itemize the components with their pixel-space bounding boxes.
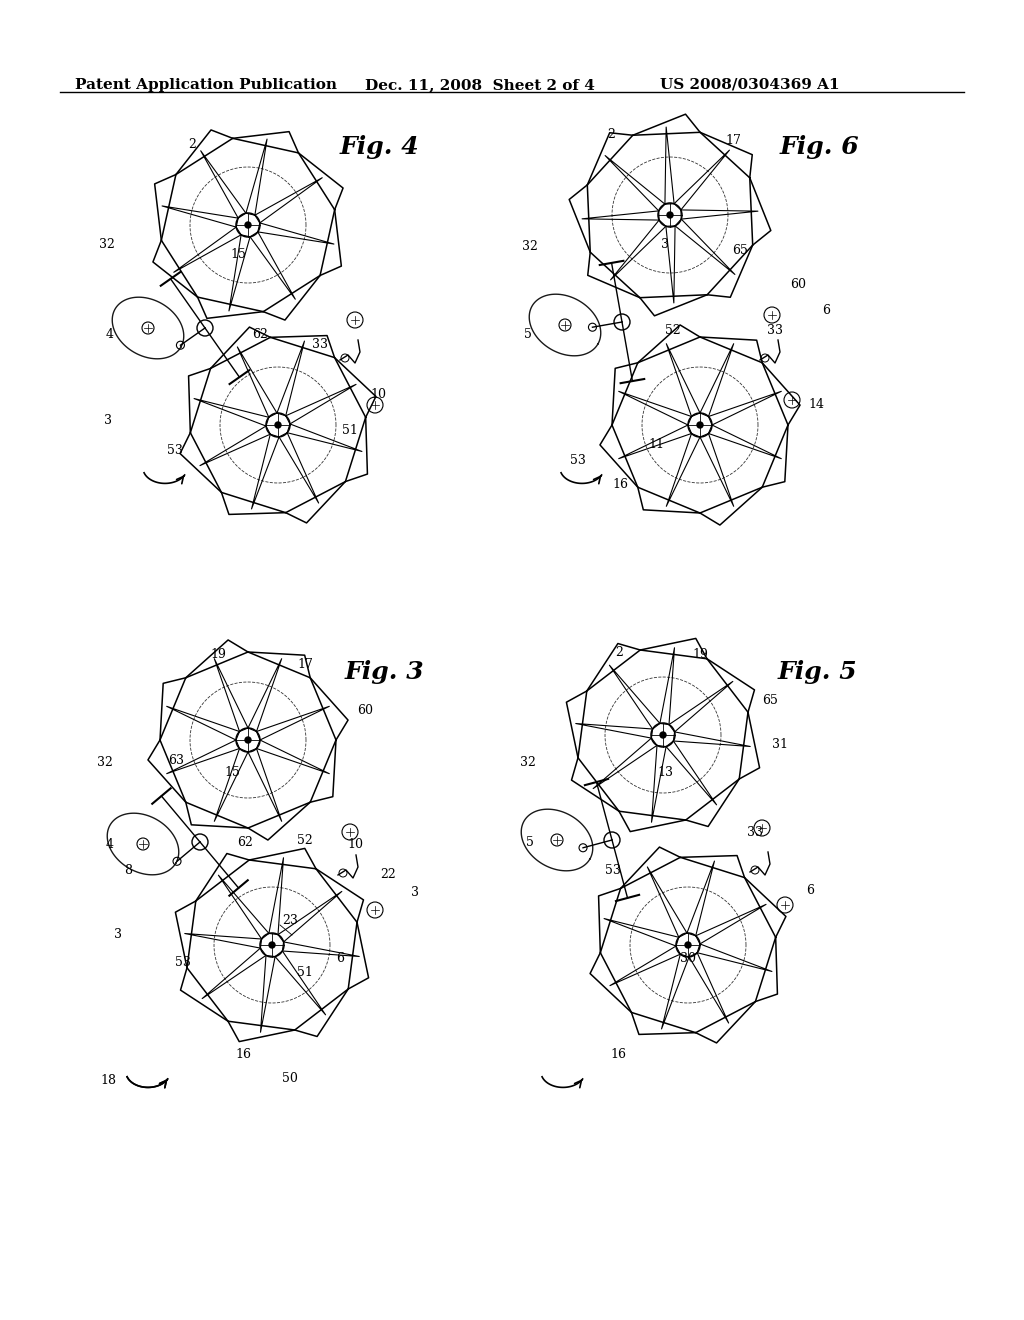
Text: 31: 31 [772,738,788,751]
Text: 52: 52 [297,833,313,846]
Text: 16: 16 [234,1048,251,1061]
Text: 17: 17 [297,659,313,672]
Text: 6: 6 [806,883,814,896]
Text: 33: 33 [312,338,328,351]
Text: 16: 16 [610,1048,626,1061]
Text: 2: 2 [607,128,615,141]
Text: Fig. 3: Fig. 3 [345,660,425,684]
Text: 2: 2 [188,139,196,152]
Text: 52: 52 [666,323,681,337]
Text: 23: 23 [282,913,298,927]
Text: 8: 8 [124,863,132,876]
Text: 60: 60 [790,279,806,292]
Text: 32: 32 [99,239,115,252]
Text: Fig. 6: Fig. 6 [780,135,859,158]
Text: 33: 33 [767,323,783,337]
Text: 60: 60 [357,704,373,717]
Text: 15: 15 [224,766,240,779]
Text: 13: 13 [657,766,673,779]
Circle shape [660,733,666,738]
Text: 33: 33 [746,825,763,838]
Circle shape [245,737,251,743]
Circle shape [245,222,251,228]
Text: 32: 32 [520,755,536,768]
Text: 53: 53 [175,956,190,969]
Text: 22: 22 [380,869,396,882]
Text: 5: 5 [524,329,531,342]
Text: 6: 6 [336,952,344,965]
Text: 65: 65 [732,243,748,256]
Text: 16: 16 [612,479,628,491]
Text: 19: 19 [210,648,226,661]
Text: 3: 3 [662,239,669,252]
Text: 63: 63 [168,754,184,767]
Text: 14: 14 [808,399,824,412]
Text: 17: 17 [725,133,741,147]
Text: 62: 62 [252,329,268,342]
Text: 3: 3 [104,413,112,426]
Text: 3: 3 [114,928,122,941]
Text: 11: 11 [648,438,664,451]
Text: 4: 4 [106,329,114,342]
Text: 62: 62 [238,836,253,849]
Circle shape [667,213,673,218]
Text: 10: 10 [347,838,362,851]
Text: 32: 32 [522,240,538,253]
Text: 4: 4 [106,838,114,851]
Text: 2: 2 [615,645,623,659]
Text: 6: 6 [822,304,830,317]
Text: 30: 30 [680,952,696,965]
Text: 53: 53 [605,863,621,876]
Text: Patent Application Publication: Patent Application Publication [75,78,337,92]
Circle shape [275,422,281,428]
Text: 10: 10 [370,388,386,401]
Circle shape [697,422,703,428]
Text: 50: 50 [282,1072,298,1085]
Text: 53: 53 [167,444,183,457]
Text: Dec. 11, 2008  Sheet 2 of 4: Dec. 11, 2008 Sheet 2 of 4 [365,78,595,92]
Text: 19: 19 [692,648,708,661]
Text: 18: 18 [100,1073,116,1086]
Text: 51: 51 [297,965,313,978]
Text: 65: 65 [762,693,778,706]
Circle shape [269,942,275,948]
Text: 3: 3 [411,886,419,899]
Text: 53: 53 [570,454,586,466]
Text: Fig. 4: Fig. 4 [340,135,420,158]
Text: 15: 15 [230,248,246,261]
Text: US 2008/0304369 A1: US 2008/0304369 A1 [660,78,840,92]
Text: 51: 51 [342,424,358,437]
Text: 32: 32 [97,755,113,768]
Text: 5: 5 [526,836,534,849]
Text: Fig. 5: Fig. 5 [778,660,858,684]
Circle shape [685,942,691,948]
